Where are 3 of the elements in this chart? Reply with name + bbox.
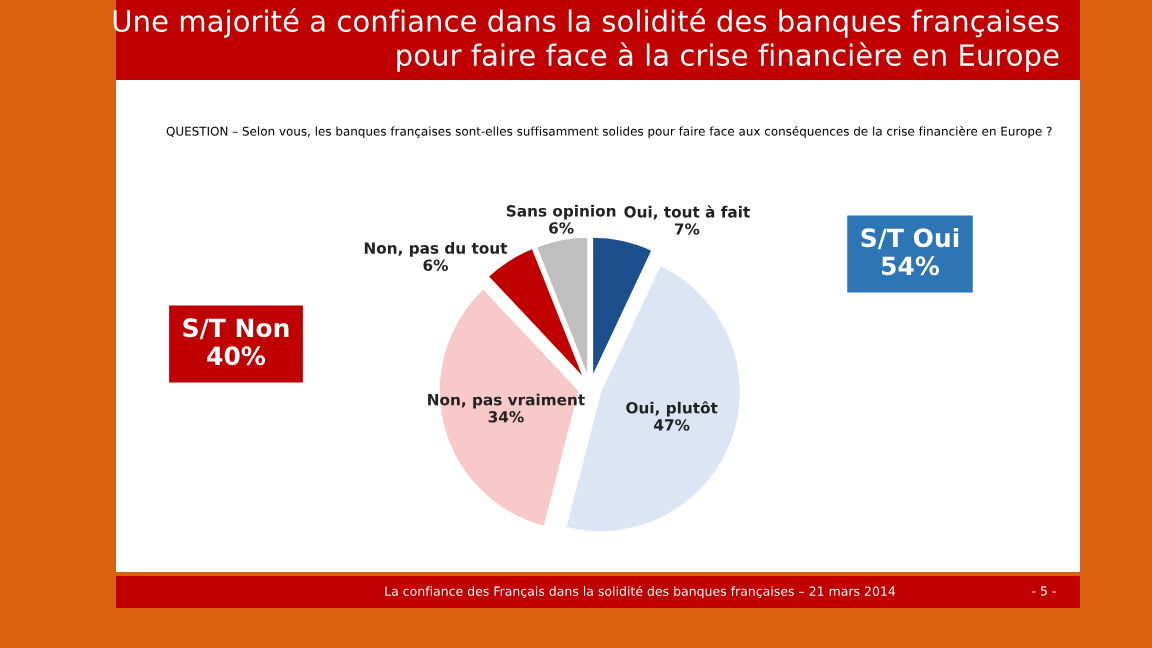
text: S/T Non 40%	[183, 318, 289, 366]
chart-title: Une majorité a confiance dans la solidité des banques françaises pour faire face à la crise financière en Europe	[113, 8, 1059, 72]
text: S/T Oui 54%	[861, 227, 959, 276]
